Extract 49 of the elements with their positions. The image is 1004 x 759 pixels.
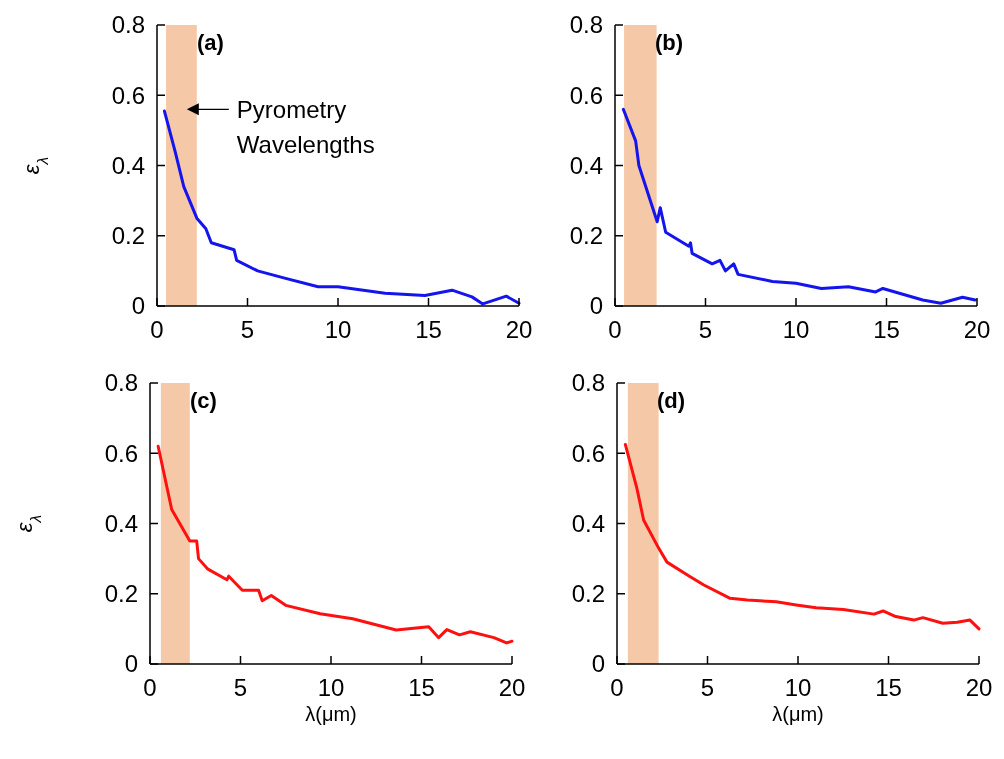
y-tick-label: 0.6 [111,81,145,109]
line-series [156,444,514,645]
y-tick-label: 0.2 [571,580,605,608]
y-tick-label: 0.8 [111,11,145,39]
x-tick-label: 10 [782,316,810,343]
y-tick-label: 0.2 [104,580,138,608]
y-tick-label: 0.8 [104,369,138,397]
x-tick-label: 20 [965,674,993,701]
annotation: (b) [655,30,684,55]
line-series [623,442,981,631]
x-tick-label: 15 [408,674,435,701]
band-label: Pyrometry Wavelengths [236,96,375,159]
y-tick-label: 0.8 [571,369,605,397]
x-tick-label: 15 [415,316,442,343]
y-tick-label: 0.6 [104,439,138,467]
line-series [621,107,977,305]
x-tick-label: 5 [698,316,713,343]
x-axis-title: λ(μm) [305,703,357,725]
x-tick-label: 0 [610,674,624,701]
annotation: (c) [190,388,217,413]
y-tick-label: 0 [589,292,603,320]
y-tick-label: 0.4 [111,151,145,179]
x-tick-label: 0 [608,316,622,343]
x-tick-label: 5 [233,674,248,701]
x-tick-label: 20 [505,316,533,343]
y-tick-label: 0.6 [569,81,603,109]
x-tick-label: 15 [873,316,900,343]
y-tick-label: 0 [591,650,605,678]
y-tick-label: 0 [131,292,145,320]
y-tick-label: 0.4 [569,151,603,179]
x-axis-title: λ(μm) [772,703,824,725]
x-tick-label: 10 [784,674,812,701]
y-tick-label: 0 [124,650,138,678]
y-tick-label: 0.4 [571,509,605,537]
x-tick-label: 20 [498,674,526,701]
y-tick-label: 0.4 [104,509,138,537]
x-tick-label: 10 [324,316,352,343]
x-tick-label: 15 [875,674,902,701]
x-tick-label: 5 [700,674,715,701]
annotation: (d) [657,388,686,413]
x-tick-label: 0 [150,316,164,343]
x-tick-label: 20 [963,316,991,343]
y-tick-label: 0.8 [569,11,603,39]
y-tick-label: 0.2 [569,222,603,250]
y-tick-label: 0.6 [571,439,605,467]
y-tick-label: 0.2 [111,222,145,250]
x-tick-label: 5 [240,316,255,343]
x-tick-label: 10 [317,674,345,701]
annotation: (a) [197,30,224,55]
